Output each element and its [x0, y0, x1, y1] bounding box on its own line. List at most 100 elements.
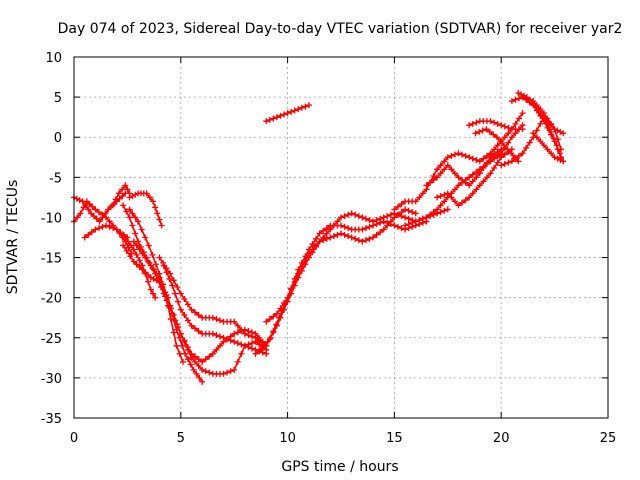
data-point: [554, 155, 561, 162]
data-point: [409, 219, 416, 226]
series-arc-5: [126, 190, 165, 229]
data-point: [387, 221, 394, 228]
data-point: [366, 217, 373, 224]
data-point: [184, 317, 191, 324]
data-point: [136, 257, 143, 264]
data-point: [504, 146, 511, 153]
data-point: [264, 338, 271, 345]
data-point: [199, 358, 206, 365]
data-point: [224, 336, 231, 343]
data-point: [320, 227, 327, 234]
data-point: [238, 326, 245, 333]
data-point: [551, 154, 558, 161]
data-point: [352, 235, 359, 242]
data-point: [199, 366, 206, 373]
data-point: [459, 151, 466, 158]
data-point: [149, 251, 156, 258]
data-point: [362, 237, 369, 244]
data-point: [130, 238, 137, 245]
y-tick-label: 5: [54, 91, 62, 106]
data-point: [540, 142, 547, 149]
data-point: [177, 330, 184, 337]
data-point: [548, 128, 555, 135]
data-point: [231, 318, 238, 325]
data-point: [270, 328, 277, 335]
data-point: [288, 108, 295, 115]
x-tick-label: 20: [493, 431, 510, 446]
data-point: [150, 290, 157, 297]
data-point: [133, 242, 140, 249]
data-point: [537, 138, 544, 145]
data-point: [412, 218, 419, 225]
data-point: [110, 225, 117, 232]
data-point: [90, 213, 97, 220]
data-point: [530, 130, 537, 137]
data-point: [556, 150, 563, 157]
data-point: [224, 369, 231, 376]
data-point: [99, 214, 106, 221]
data-point: [498, 154, 505, 161]
data-point: [473, 156, 480, 163]
data-point: [402, 222, 409, 229]
data-point: [359, 214, 366, 221]
data-point: [209, 330, 216, 337]
data-point: [147, 274, 154, 281]
data-point: [473, 168, 480, 175]
data-point: [345, 211, 352, 218]
data-point: [491, 146, 498, 153]
data-point: [158, 222, 165, 229]
data-point: [143, 190, 150, 197]
data-point: [473, 119, 480, 126]
data-point: [341, 213, 348, 220]
data-point: [188, 322, 195, 329]
data-point: [316, 230, 323, 237]
data-point: [540, 110, 547, 117]
data-point: [362, 225, 369, 232]
data-point: [551, 126, 558, 133]
data-point: [515, 158, 522, 165]
data-point: [288, 285, 295, 292]
data-point: [391, 214, 398, 221]
data-point: [501, 134, 508, 141]
data-point: [281, 300, 288, 307]
data-point: [277, 305, 284, 312]
data-point: [93, 215, 100, 222]
data-point: [466, 154, 473, 161]
series-arc-22: [472, 126, 522, 165]
data-point: [526, 139, 533, 146]
data-point: [179, 358, 186, 365]
data-point: [373, 231, 380, 238]
data-point: [348, 234, 355, 241]
data-point: [187, 361, 194, 368]
data-point: [334, 231, 341, 238]
data-point: [146, 194, 153, 201]
data-point: [276, 314, 283, 321]
data-point: [505, 130, 512, 137]
data-point: [394, 223, 401, 230]
data-point: [348, 210, 355, 217]
data-point: [145, 278, 152, 285]
data-point: [545, 122, 552, 129]
data-point: [238, 341, 245, 348]
data-point: [295, 106, 302, 113]
data-point: [216, 342, 223, 349]
data-point: [373, 221, 380, 228]
data-point: [120, 202, 127, 209]
data-point: [273, 310, 280, 317]
data-point: [441, 207, 448, 214]
data-point: [216, 333, 223, 340]
data-point: [494, 148, 501, 155]
data-point: [459, 177, 466, 184]
data-point: [476, 128, 483, 135]
data-point: [430, 209, 437, 216]
data-point: [156, 254, 163, 261]
data-point: [560, 158, 567, 165]
data-point: [145, 258, 152, 265]
data-point: [505, 159, 512, 166]
data-point: [263, 118, 270, 125]
data-point: [466, 194, 473, 201]
data-point: [491, 164, 498, 171]
data-point: [497, 138, 504, 145]
data-point: [498, 146, 505, 153]
data-point: [394, 203, 401, 210]
